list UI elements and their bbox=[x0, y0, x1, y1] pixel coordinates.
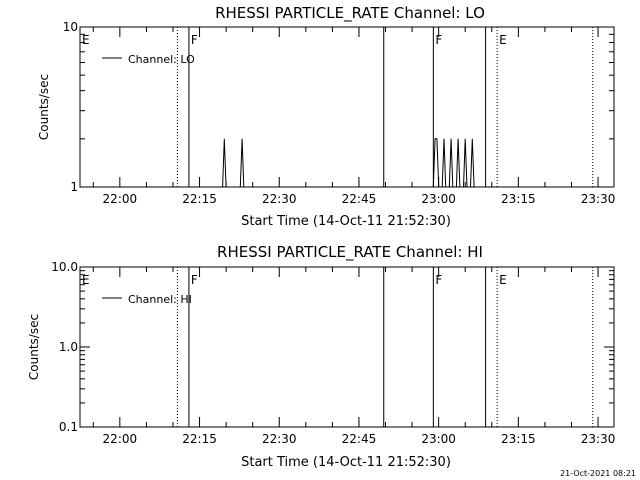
footer-timestamp: 21-Oct-2021 08:21 bbox=[560, 469, 636, 478]
hi-x-tick-label-4: 23:00 bbox=[421, 432, 456, 446]
lo-y-tick-label-0: 1 bbox=[70, 180, 78, 194]
hi-legend-entry: Channel: HI bbox=[128, 293, 192, 306]
lo-series-line-0 bbox=[80, 138, 614, 188]
hi-x-tick-label-1: 22:15 bbox=[182, 432, 217, 446]
hi-x-tick-label-5: 23:15 bbox=[501, 432, 536, 446]
lo-channel-panel: RHESSI PARTICLE_RATE Channel: LO Counts/… bbox=[37, 4, 615, 229]
lo-x-axis-label: Start Time (14-Oct-11 21:52:30) bbox=[241, 214, 451, 229]
lo-x-tick-label-5: 23:15 bbox=[501, 192, 536, 206]
lo-y-ticks: 1 10 bbox=[63, 20, 614, 194]
lo-y-tick-label-1: 10 bbox=[63, 20, 78, 34]
lo-y-axis-label: Counts/sec bbox=[37, 74, 51, 140]
hi-x-tick-label-0: 22:00 bbox=[103, 432, 138, 446]
lo-legend-entry: Channel: LO bbox=[128, 53, 195, 66]
lo-legend: Channel: LO bbox=[102, 53, 195, 66]
hi-y-tick-label-1: 1.0 bbox=[59, 340, 78, 354]
hi-y-axis-label: Counts/sec bbox=[27, 314, 41, 380]
hi-event-label-6: E bbox=[499, 273, 507, 287]
hi-event-label-2: F bbox=[191, 273, 198, 287]
hi-x-tick-label-6: 23:30 bbox=[581, 432, 616, 446]
hi-event-label-4: F bbox=[435, 273, 442, 287]
lo-x-tick-label-6: 23:30 bbox=[581, 192, 616, 206]
hi-legend: Channel: HI bbox=[102, 293, 192, 306]
lo-x-tick-label-4: 23:00 bbox=[421, 192, 456, 206]
lo-x-tick-label-0: 22:00 bbox=[103, 192, 138, 206]
lo-x-tick-label-3: 22:45 bbox=[342, 192, 377, 206]
hi-x-ticks: 22:00 22:15 22:30 22:45 23:00 23:15 23:30 bbox=[92, 267, 616, 446]
hi-event-label-0: E bbox=[82, 273, 90, 287]
lo-x-tick-label-1: 22:15 bbox=[182, 192, 217, 206]
lo-x-tick-label-2: 22:30 bbox=[262, 192, 297, 206]
hi-x-tick-label-2: 22:30 bbox=[262, 432, 297, 446]
lo-chart-title: RHESSI PARTICLE_RATE Channel: LO bbox=[215, 4, 485, 23]
hi-x-axis-label: Start Time (14-Oct-11 21:52:30) bbox=[241, 455, 451, 470]
lo-event-label-0: E bbox=[82, 33, 90, 47]
hi-y-tick-label-0: 0.1 bbox=[59, 420, 78, 434]
hi-chart-title: RHESSI PARTICLE_RATE Channel: HI bbox=[217, 243, 483, 262]
lo-event-label-4: F bbox=[435, 33, 442, 47]
lo-event-label-6: E bbox=[499, 33, 507, 47]
lo-x-ticks: 22:00 22:15 22:30 22:45 23:00 23:15 23:30 bbox=[92, 27, 616, 206]
hi-x-tick-label-3: 22:45 bbox=[342, 432, 377, 446]
hi-y-ticks: 0.1 1.0 10.0 bbox=[51, 260, 614, 434]
hi-channel-panel: RHESSI PARTICLE_RATE Channel: HI Counts/… bbox=[27, 243, 615, 470]
lo-event-label-2: F bbox=[191, 33, 198, 47]
lo-series bbox=[80, 138, 614, 188]
hi-y-tick-label-2: 10.0 bbox=[51, 260, 78, 274]
